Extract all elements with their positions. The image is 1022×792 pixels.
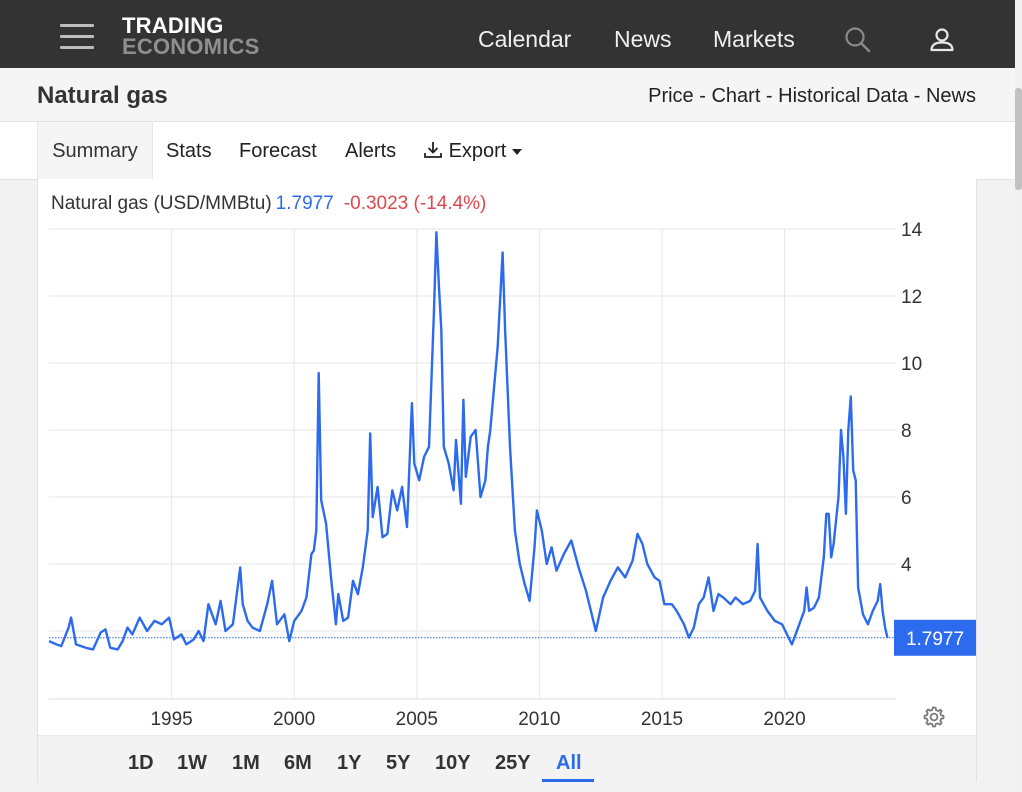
- logo-line-2: ECONOMICS: [122, 34, 260, 59]
- breadcrumb-price[interactable]: Price: [648, 85, 694, 107]
- series-line: [48, 231, 889, 651]
- range-1d[interactable]: 1D: [128, 752, 154, 774]
- y-tick-label: 6: [901, 488, 912, 509]
- chevron-down-icon: [512, 148, 523, 155]
- scrollbar-thumb[interactable]: [1015, 88, 1022, 190]
- breadcrumb-separator: -: [908, 85, 926, 107]
- range-1y[interactable]: 1Y: [337, 752, 362, 774]
- tab-alerts[interactable]: Alerts: [345, 140, 397, 162]
- search-icon[interactable]: [844, 26, 872, 54]
- time-range-bar: 1D 1W 1M 6M 1Y 5Y 10Y 25Y All: [38, 735, 976, 782]
- range-25y[interactable]: 25Y: [495, 752, 531, 774]
- breadcrumb-separator: -: [760, 85, 779, 107]
- nav-news[interactable]: News: [614, 26, 672, 52]
- x-tick-label: 2010: [518, 709, 560, 730]
- range-all[interactable]: All: [556, 752, 582, 774]
- x-tick-label: 2020: [763, 709, 805, 730]
- tab-stats[interactable]: Stats: [166, 140, 212, 162]
- legend-change: -0.3023 (-14.4%): [343, 193, 487, 214]
- export-label: Export: [448, 140, 507, 162]
- y-tick-label: 8: [901, 421, 912, 442]
- y-tick-label: 10: [901, 354, 922, 375]
- gear-icon[interactable]: [922, 705, 946, 729]
- y-tick-label: 4: [901, 555, 912, 576]
- active-range-indicator: [542, 779, 594, 782]
- breadcrumb-chart[interactable]: Chart: [711, 85, 761, 107]
- user-icon[interactable]: [928, 26, 956, 54]
- y-tick-label: 14: [901, 220, 923, 241]
- legend-series-name: Natural gas (USD/MMBtu): [51, 193, 272, 214]
- range-1w[interactable]: 1W: [177, 752, 207, 774]
- nav-calendar[interactable]: Calendar: [478, 26, 572, 52]
- range-5y[interactable]: 5Y: [386, 752, 411, 774]
- breadcrumb-news[interactable]: News: [925, 85, 976, 107]
- download-icon: [424, 142, 442, 158]
- tab-forecast[interactable]: Forecast: [239, 140, 317, 162]
- top-navbar: TRADING ECONOMICS Calendar News Markets: [0, 0, 1015, 68]
- breadcrumb-separator: -: [693, 85, 712, 107]
- y-tick-label: 12: [901, 287, 922, 308]
- page-title: Natural gas: [37, 82, 168, 109]
- x-tick-label: 2000: [273, 709, 315, 730]
- tab-bar: Summary Stats Forecast Alerts Export: [0, 122, 1015, 180]
- breadcrumb-historical-data[interactable]: Historical Data: [778, 85, 909, 107]
- page-scrollbar[interactable]: [1015, 0, 1022, 792]
- range-6m[interactable]: 6M: [284, 752, 312, 774]
- tab-summary[interactable]: Summary: [37, 122, 153, 179]
- site-logo[interactable]: TRADING ECONOMICS: [122, 13, 260, 59]
- logo-line-1: TRADING: [122, 13, 224, 38]
- price-chart[interactable]: 4 6 8 10 12 14 1995 2000 2005 2010 2015 2020 1.7977: [38, 179, 976, 735]
- x-tick-label: 2015: [641, 709, 683, 730]
- tab-summary-label: Summary: [52, 140, 138, 162]
- menu-icon[interactable]: [60, 24, 94, 50]
- page-header: Natural gas Price - Chart - Historical D…: [0, 68, 1015, 122]
- nav-markets[interactable]: Markets: [713, 26, 795, 52]
- x-tick-label: 1995: [150, 709, 192, 730]
- legend-price: 1.7977: [275, 193, 334, 214]
- chart-legend: Natural gas (USD/MMBtu) 1.7977 -0.3023 (-1…: [51, 193, 486, 215]
- range-1m[interactable]: 1M: [232, 752, 260, 774]
- price-tag-label: 1.7977: [906, 629, 964, 650]
- x-tick-label: 2005: [396, 709, 438, 730]
- range-10y[interactable]: 10Y: [435, 752, 471, 774]
- price-tag: [894, 619, 976, 656]
- export-dropdown[interactable]: Export: [423, 122, 523, 179]
- breadcrumb: Price - Chart - Historical Data - News: [648, 85, 976, 108]
- chart-panel: 4 6 8 10 12 14 1995 2000 2005 2010 2015 2020 1.7977 …: [37, 179, 977, 782]
